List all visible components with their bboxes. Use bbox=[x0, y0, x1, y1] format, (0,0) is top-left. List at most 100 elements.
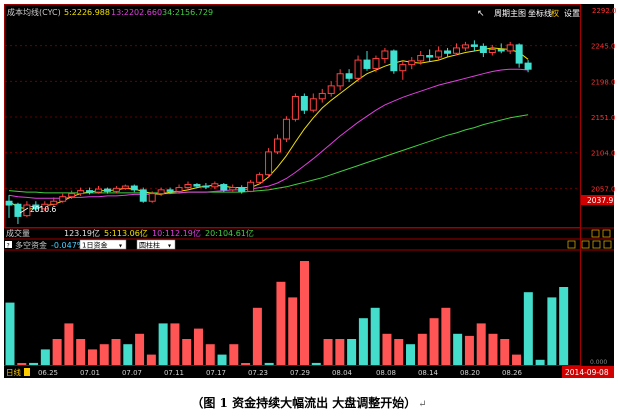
fund-bar bbox=[358, 318, 368, 365]
bar-axis-zero: 0.000 bbox=[590, 359, 607, 366]
fund-bar bbox=[382, 333, 392, 365]
candle-body bbox=[32, 204, 40, 210]
fund-bar bbox=[288, 297, 298, 365]
candle-body bbox=[59, 196, 67, 202]
fund-bar bbox=[229, 344, 239, 365]
toolbar-main-chart-button[interactable]: 主图 bbox=[510, 8, 526, 18]
candle-body bbox=[148, 193, 156, 202]
fund-bar bbox=[300, 261, 309, 365]
ma34-label: 34:2156.729 bbox=[162, 8, 213, 17]
volume-close-icon[interactable] bbox=[602, 229, 611, 238]
fund-settings-icon[interactable] bbox=[567, 240, 576, 249]
x-tick-label: 07.07 bbox=[122, 369, 142, 377]
candle-body bbox=[50, 200, 58, 205]
candle-body bbox=[175, 187, 183, 192]
candle-body bbox=[399, 64, 407, 72]
date-box bbox=[562, 366, 614, 378]
fund-flow-title: 多空资金 bbox=[15, 240, 47, 250]
fund-period-dropdown[interactable] bbox=[79, 239, 127, 250]
ma13-label: 13:2202.660 bbox=[111, 8, 162, 17]
date-axis: 06.25 07.01 07.07 07.11 07.17 07.23 07.29 08.04… bbox=[38, 369, 523, 377]
fund-bar bbox=[217, 354, 227, 365]
fund-bar bbox=[464, 335, 474, 365]
y-tick-label: 2151.0 bbox=[591, 114, 616, 122]
chart-title: 成本均线(CYC) bbox=[7, 7, 61, 17]
fund-bar bbox=[311, 362, 321, 365]
candle-body bbox=[193, 184, 201, 187]
current-price-box bbox=[581, 195, 614, 205]
candle-body bbox=[345, 73, 353, 79]
x-tick-label: 07.23 bbox=[248, 369, 268, 377]
x-tick-label: 07.01 bbox=[80, 369, 100, 377]
fund-add-icon[interactable] bbox=[581, 240, 590, 249]
candle-body bbox=[390, 50, 398, 72]
fund-bar bbox=[17, 363, 27, 365]
chevron-down-icon: ▾ bbox=[168, 243, 171, 250]
candle-body bbox=[524, 62, 532, 70]
help-icon[interactable] bbox=[5, 241, 12, 248]
candle-body bbox=[497, 48, 505, 52]
fund-bar bbox=[252, 307, 262, 365]
candle-body bbox=[229, 187, 237, 191]
fund-minimize-icon[interactable] bbox=[592, 240, 601, 249]
toolbar-gridline-button[interactable]: 坐标线 bbox=[528, 8, 552, 18]
candle-body bbox=[220, 184, 228, 191]
fund-bar bbox=[417, 333, 427, 365]
fund-bar bbox=[453, 333, 463, 365]
display-style-dropdown[interactable] bbox=[136, 239, 176, 250]
fund-bar bbox=[5, 302, 15, 365]
cursor-arrow-icon: ↖ bbox=[477, 9, 485, 19]
ma13-line bbox=[8, 68, 529, 199]
low-price-marker: 2010.6 bbox=[30, 205, 56, 214]
y-tick-label: 2057.0 bbox=[591, 185, 616, 193]
fund-bar bbox=[135, 333, 145, 365]
volume-settings-icon[interactable] bbox=[591, 229, 600, 238]
y-tick-label: 2104.0 bbox=[591, 150, 616, 158]
candle-body bbox=[95, 188, 102, 193]
fund-bar bbox=[523, 292, 533, 365]
period-label[interactable]: 日线 bbox=[6, 367, 21, 377]
fund-bar bbox=[323, 339, 333, 365]
candle-body bbox=[417, 55, 425, 62]
candle-body bbox=[336, 73, 344, 87]
fund-bar bbox=[87, 349, 97, 365]
x-tick-label: 06.25 bbox=[38, 369, 58, 377]
fund-bar bbox=[335, 339, 345, 365]
volume-ma20: 20:104.61亿 bbox=[205, 228, 254, 238]
fund-bar bbox=[500, 339, 510, 365]
candle-body bbox=[211, 183, 219, 188]
toolbar-period-button[interactable]: 周期 bbox=[494, 9, 510, 18]
toolbar-settings-button[interactable]: 设置 bbox=[564, 8, 580, 18]
x-tick-label: 07.17 bbox=[206, 369, 226, 377]
candle-body bbox=[488, 48, 496, 53]
candle-body bbox=[130, 185, 138, 191]
candle-body bbox=[282, 118, 290, 140]
candle-body bbox=[166, 189, 174, 192]
candle-body bbox=[506, 44, 514, 52]
candle-body bbox=[435, 50, 443, 58]
chevron-down-icon: ▾ bbox=[119, 243, 122, 250]
x-tick-label: 07.11 bbox=[164, 369, 184, 377]
y-tick-label: 2198.0 bbox=[591, 78, 616, 86]
candle-body bbox=[381, 50, 389, 60]
lock-icon[interactable] bbox=[24, 368, 30, 376]
x-tick-label: 08.04 bbox=[332, 369, 353, 377]
fund-bar bbox=[241, 363, 251, 365]
y-tick-label: 2245.0 bbox=[591, 43, 616, 51]
candle-body bbox=[121, 185, 129, 189]
candle-body bbox=[300, 96, 308, 111]
candle-body bbox=[103, 188, 111, 192]
candle-body bbox=[291, 96, 299, 120]
fund-flow-bars bbox=[5, 261, 569, 365]
fund-bar bbox=[170, 323, 180, 365]
chart-canvas: 成本均线(CYC) 5:2226.988 13:2202.660 34:2156… bbox=[4, 4, 617, 378]
fund-bar bbox=[264, 362, 274, 365]
fund-bar bbox=[111, 339, 121, 365]
candle-body bbox=[426, 55, 434, 58]
fund-flow-value: -0.047% bbox=[51, 241, 85, 250]
price-grid bbox=[5, 45, 580, 189]
fund-close-icon[interactable] bbox=[603, 240, 612, 249]
volume-title: 成交量 bbox=[6, 228, 30, 238]
fund-bar bbox=[347, 339, 357, 365]
toolbar-adjust-button[interactable]: 权 bbox=[551, 8, 559, 18]
